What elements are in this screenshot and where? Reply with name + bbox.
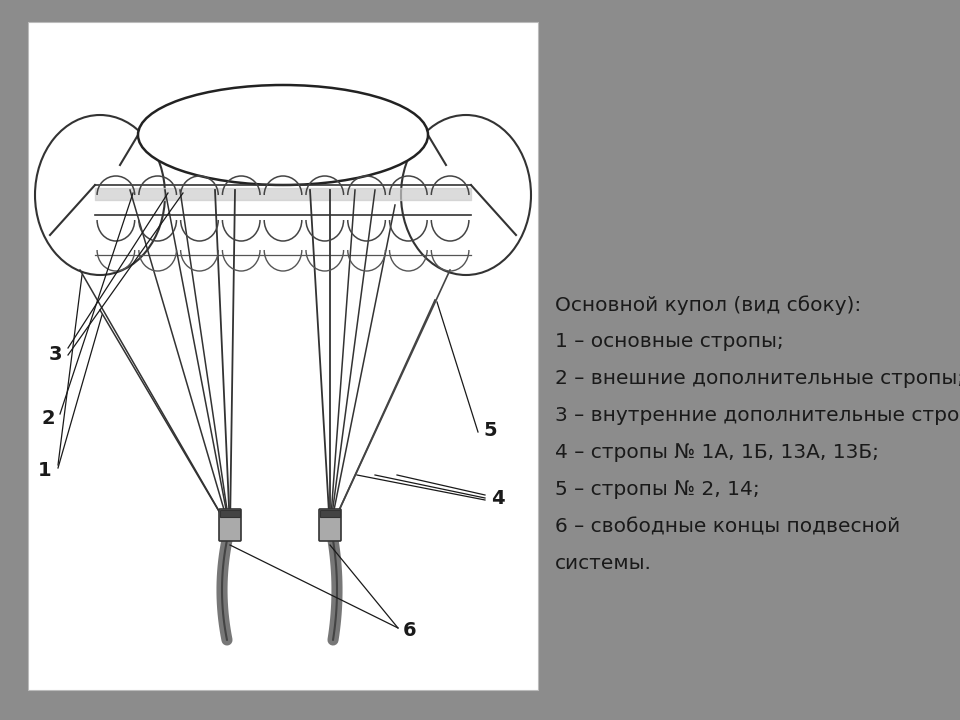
FancyBboxPatch shape [28,22,538,690]
Text: 3 – внутренние дополнительные стропы;: 3 – внутренние дополнительные стропы; [555,406,960,425]
Text: 2 – внешние дополнительные стропы;: 2 – внешние дополнительные стропы; [555,369,960,388]
FancyBboxPatch shape [220,510,240,517]
Text: 4 – стропы № 1А, 1Б, 13А, 13Б;: 4 – стропы № 1А, 1Б, 13А, 13Б; [555,443,879,462]
FancyBboxPatch shape [219,509,241,541]
Text: системы.: системы. [555,554,652,573]
Text: Основной купол (вид сбоку):: Основной купол (вид сбоку): [555,295,861,315]
Text: 5 – стропы № 2, 14;: 5 – стропы № 2, 14; [555,480,759,499]
Text: 6 – свободные концы подвесной: 6 – свободные концы подвесной [555,517,900,536]
Text: 2: 2 [41,408,55,428]
Ellipse shape [35,115,165,275]
Text: 6: 6 [403,621,417,639]
Text: 3: 3 [48,346,61,364]
Text: 4: 4 [492,488,505,508]
Ellipse shape [401,115,531,275]
Text: 5: 5 [483,420,497,439]
FancyBboxPatch shape [320,510,340,517]
FancyBboxPatch shape [319,509,341,541]
Text: 1: 1 [38,461,52,480]
Text: 1 – основные стропы;: 1 – основные стропы; [555,332,783,351]
Ellipse shape [138,85,428,185]
